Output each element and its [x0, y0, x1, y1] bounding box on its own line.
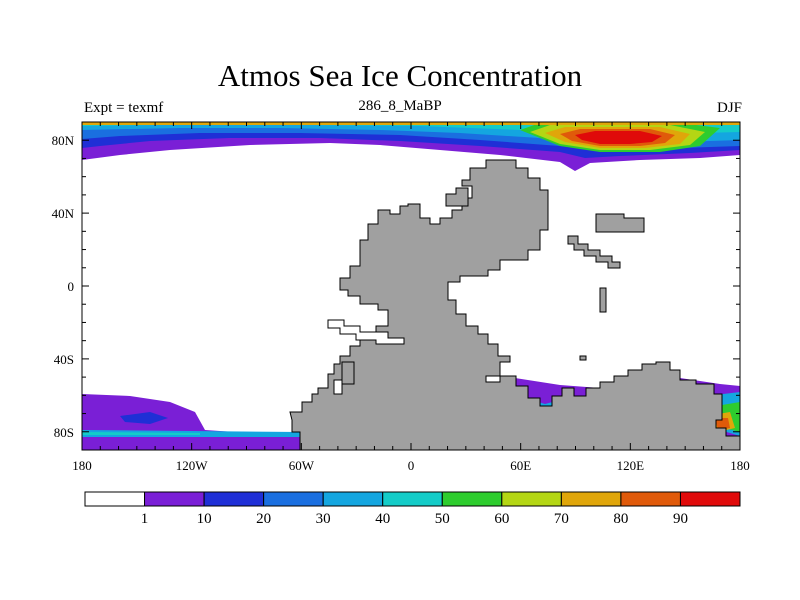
inland-sea-west	[327, 319, 405, 345]
colorbar-swatch	[441, 491, 503, 507]
island-west-small	[341, 361, 355, 385]
pangaea-main	[289, 159, 740, 450]
x-tick-label: 60W	[289, 458, 315, 473]
colorbar-label: 20	[256, 511, 271, 527]
island-east-chain	[567, 235, 621, 269]
colorbar-label: 80	[613, 511, 628, 527]
colorbar-swatch	[263, 491, 324, 507]
period-label: 286_8_MaBP	[358, 98, 442, 114]
chart-title: Atmos Sea Ice Concentration	[217, 58, 583, 93]
island-north-small	[445, 187, 469, 207]
colorbar-label: 30	[316, 511, 331, 527]
ross-ice-red	[715, 418, 730, 430]
colorbar-swatch	[620, 491, 681, 507]
y-tick-label: 80S	[54, 425, 74, 440]
x-tick-label: 0	[408, 458, 415, 473]
colorbar-swatch	[203, 491, 265, 507]
y-tick-label: 80N	[52, 133, 75, 148]
colorbar-label: 40	[375, 511, 390, 527]
x-tick-label: 180	[730, 458, 750, 473]
southern-pacific-ice-edge2	[82, 432, 200, 435]
colorbar-swatch	[322, 491, 384, 507]
colorbar: 1 10 20 30 40 50 60 70 80 90	[84, 491, 741, 527]
colorbar-label: 70	[554, 511, 569, 527]
x-tick-label: 180	[72, 458, 92, 473]
colorbar-swatch	[144, 491, 205, 507]
arctic-ice-red	[575, 131, 662, 144]
island-east-thin	[599, 287, 607, 313]
land-masses	[289, 159, 740, 450]
island-east-asia	[595, 213, 645, 233]
colorbar-label: 1	[141, 511, 149, 527]
experiment-label: Expt = texmf	[84, 100, 164, 116]
season-label: DJF	[716, 100, 742, 116]
colorbar-label: 60	[494, 511, 509, 527]
y-tick-label: 40N	[52, 206, 75, 221]
x-tick-label: 120E	[617, 458, 645, 473]
axis-ticks: 180 120W 60W 0 60E 120E 180 80N 40N 0 40S 80S	[52, 121, 750, 473]
sea-ice-fields	[82, 122, 740, 450]
colorbar-swatch	[560, 491, 622, 507]
x-tick-label: 120W	[176, 458, 209, 473]
southern-pacific-ice-inner	[120, 412, 168, 424]
colorbar-label: 10	[197, 511, 212, 527]
colorbar-label: 90	[673, 511, 688, 527]
x-tick-label: 60E	[510, 458, 531, 473]
y-tick-label: 40S	[54, 352, 74, 367]
y-tick-label: 0	[68, 279, 75, 294]
colorbar-label: 50	[435, 511, 450, 527]
colorbar-swatch	[84, 491, 146, 507]
island-tiny	[579, 355, 587, 361]
colorbar-swatch	[501, 491, 562, 507]
colorbar-swatch	[382, 491, 443, 507]
colorbar-swatch	[679, 491, 741, 507]
inland-gap	[333, 379, 343, 395]
